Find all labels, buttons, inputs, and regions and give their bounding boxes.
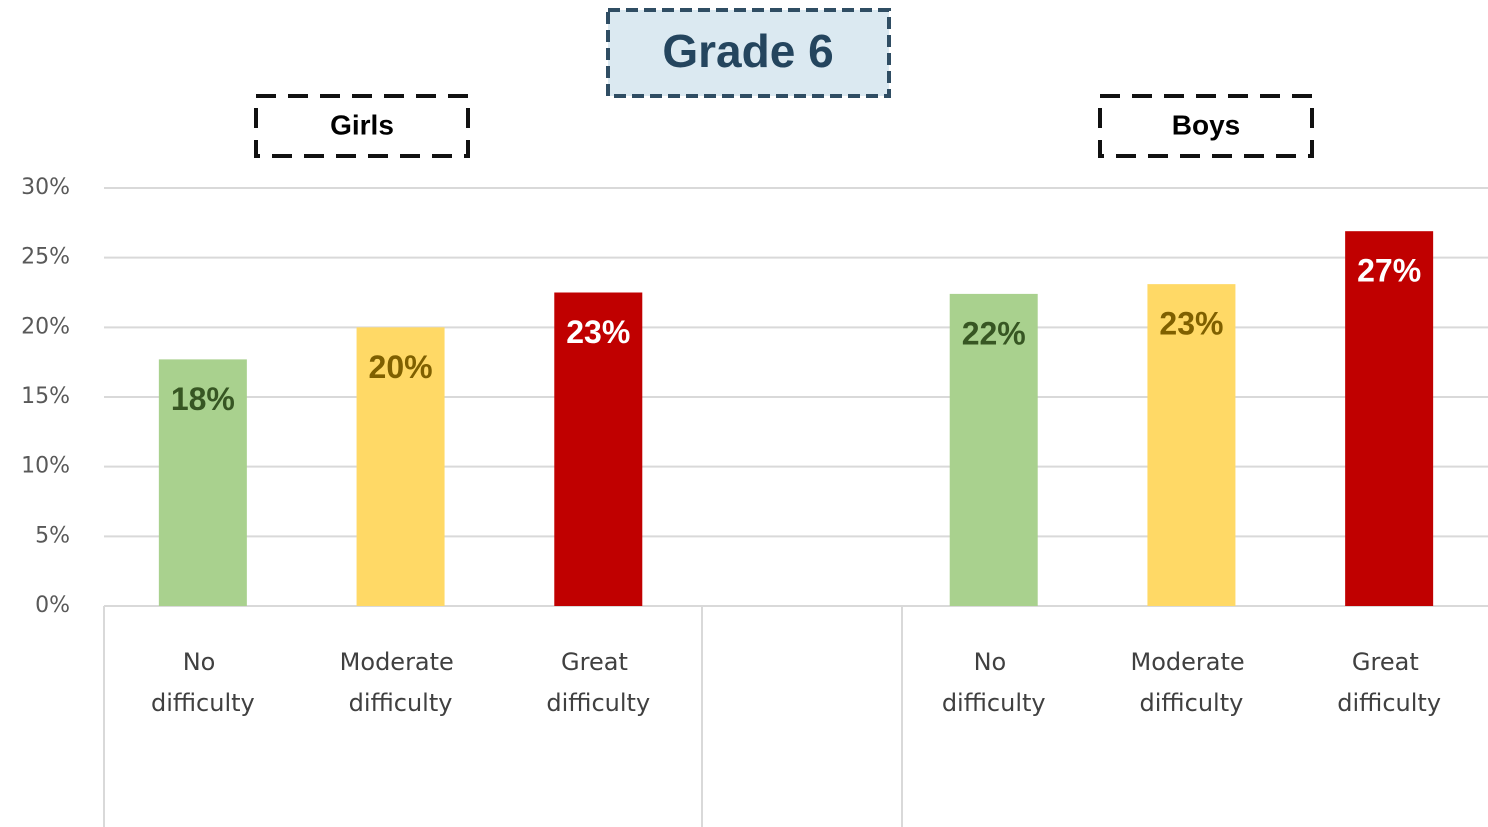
- y-tick-label: 5%: [35, 523, 70, 548]
- title-box: [606, 8, 891, 98]
- data-label: 22%: [962, 315, 1026, 351]
- y-tick-label: 15%: [21, 384, 70, 409]
- x-tick-label: Moderate difficulty: [340, 648, 462, 717]
- x-tick-label: Great difficulty: [1337, 648, 1441, 717]
- data-label: 23%: [566, 314, 630, 350]
- x-tick-label: Moderate difficulty: [1131, 648, 1253, 717]
- group-label: Boys: [1172, 109, 1240, 140]
- bar: [1147, 284, 1236, 606]
- y-tick-label: 0%: [35, 593, 70, 618]
- y-tick-label: 25%: [21, 245, 70, 270]
- chart-title: Grade 6: [662, 25, 833, 77]
- group-label: Girls: [330, 109, 394, 140]
- bar: [356, 327, 445, 606]
- y-tick-label: 30%: [21, 175, 70, 200]
- y-tick-label: 20%: [21, 314, 70, 339]
- y-tick-label: 10%: [21, 454, 70, 479]
- x-tick-label: No difficulty: [151, 648, 255, 717]
- data-label: 18%: [171, 381, 235, 417]
- bar: [949, 293, 1038, 606]
- bar: [1345, 231, 1434, 606]
- data-label: 27%: [1357, 253, 1421, 289]
- bar: [554, 292, 643, 606]
- bar: [158, 359, 247, 606]
- group-box: [254, 94, 470, 158]
- x-tick-label: No difficulty: [942, 648, 1046, 717]
- x-tick-label: Great difficulty: [546, 648, 650, 717]
- group-box: [1098, 94, 1314, 158]
- data-label: 20%: [369, 349, 433, 385]
- data-label: 23%: [1159, 306, 1223, 342]
